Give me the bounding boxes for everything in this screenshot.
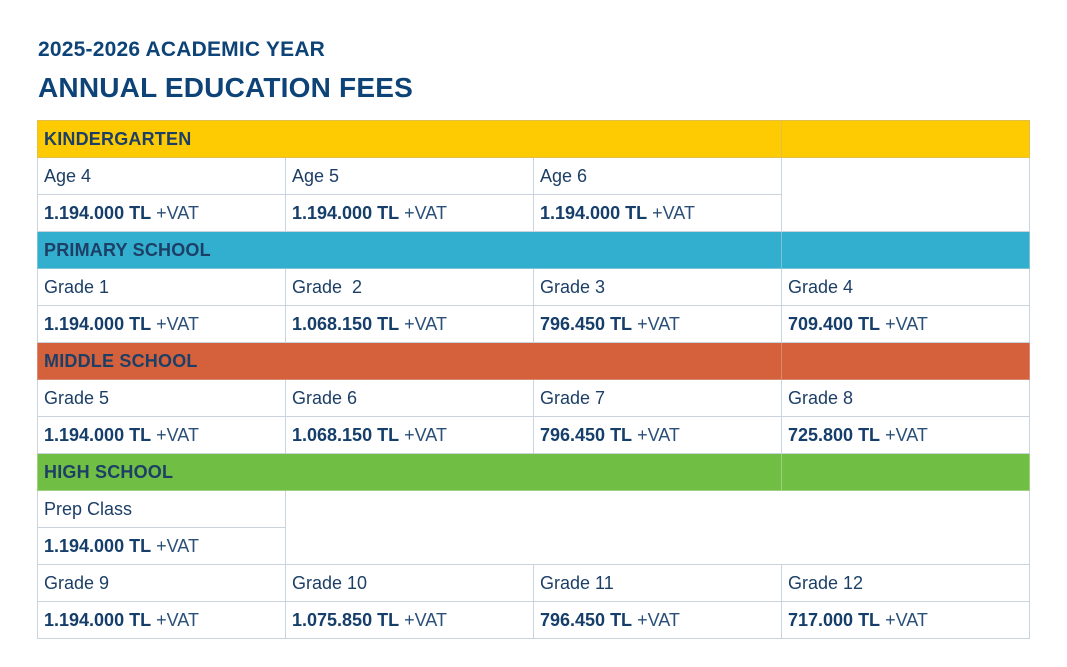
grade8-fee: 725.800 TL +VAT	[781, 416, 1030, 454]
grade9-label: Grade 9	[37, 564, 286, 602]
fee-amount: 796.450 TL	[540, 313, 633, 334]
primary-heading: PRIMARY SCHOOL	[37, 231, 782, 269]
vat-suffix: +VAT	[156, 424, 199, 445]
primary-band: PRIMARY SCHOOL	[37, 231, 1030, 269]
grade5-label: Grade 5	[37, 379, 286, 417]
vat-suffix: +VAT	[637, 424, 680, 445]
academic-year-heading: 2025-2026 ACADEMIC YEAR	[38, 38, 326, 61]
prep-empty-cell	[285, 490, 1030, 565]
high-labels-row: Grade 9 Grade 10 Grade 11 Grade 12	[37, 564, 1030, 602]
vat-suffix: +VAT	[404, 313, 447, 334]
grade12-fee: 717.000 TL +VAT	[781, 601, 1030, 639]
grade11-label: Grade 11	[533, 564, 782, 602]
prep-class-fee: 1.194.000 TL +VAT	[37, 527, 286, 565]
fee-amount: 1.194.000 TL	[44, 609, 152, 630]
prep-class-label: Prep Class	[37, 490, 286, 528]
vat-suffix: +VAT	[156, 535, 199, 556]
fee-amount: 1.075.850 TL	[292, 609, 400, 630]
fee-amount: 1.194.000 TL	[44, 424, 152, 445]
vat-suffix: +VAT	[156, 609, 199, 630]
high-band: HIGH SCHOOL	[37, 453, 1030, 491]
vat-suffix: +VAT	[885, 609, 928, 630]
primary-band-end	[781, 231, 1030, 269]
kg-age6-fee: 1.194.000 TL +VAT	[533, 194, 782, 232]
middle-prices-row: 1.194.000 TL +VAT 1.068.150 TL +VAT 796.…	[37, 416, 1030, 454]
grade4-fee: 709.400 TL +VAT	[781, 305, 1030, 343]
fee-amount: 796.450 TL	[540, 424, 633, 445]
grade1-label: Grade 1	[37, 268, 286, 306]
prep-label-row: Prep Class	[37, 490, 1030, 565]
kindergarten-prices-row: 1.194.000 TL +VAT 1.194.000 TL +VAT 1.19…	[37, 194, 1030, 232]
kindergarten-heading: KINDERGARTEN	[37, 120, 782, 158]
grade6-label: Grade 6	[285, 379, 534, 417]
fee-amount: 1.194.000 TL	[540, 202, 648, 223]
middle-band-end	[781, 342, 1030, 380]
vat-suffix: +VAT	[404, 609, 447, 630]
kg-age4-label: Age 4	[37, 157, 286, 195]
kindergarten-labels-row: Age 4 Age 5 Age 6	[37, 157, 1030, 232]
vat-suffix: +VAT	[404, 202, 447, 223]
middle-heading: MIDDLE SCHOOL	[37, 342, 782, 380]
vat-suffix: +VAT	[156, 313, 199, 334]
fees-table: KINDERGARTEN Age 4 Age 5 Age 6 1.194.000…	[37, 120, 1030, 639]
grade3-label: Grade 3	[533, 268, 782, 306]
grade11-fee: 796.450 TL +VAT	[533, 601, 782, 639]
fee-amount: 796.450 TL	[540, 609, 633, 630]
kindergarten-band: KINDERGARTEN	[37, 120, 1030, 158]
fee-amount: 1.194.000 TL	[44, 202, 152, 223]
middle-band: MIDDLE SCHOOL	[37, 342, 1030, 380]
fee-amount: 1.194.000 TL	[44, 313, 152, 334]
kg-age5-fee: 1.194.000 TL +VAT	[285, 194, 534, 232]
grade12-label: Grade 12	[781, 564, 1030, 602]
grade8-label: Grade 8	[781, 379, 1030, 417]
vat-suffix: +VAT	[885, 313, 928, 334]
fee-amount: 1.194.000 TL	[292, 202, 400, 223]
grade10-label: Grade 10	[285, 564, 534, 602]
grade7-label: Grade 7	[533, 379, 782, 417]
high-heading: HIGH SCHOOL	[37, 453, 782, 491]
primary-labels-row: Grade 1 Grade 2 Grade 3 Grade 4	[37, 268, 1030, 306]
fee-amount: 717.000 TL	[788, 609, 881, 630]
grade2-fee: 1.068.150 TL +VAT	[285, 305, 534, 343]
grade1-fee: 1.194.000 TL +VAT	[37, 305, 286, 343]
primary-prices-row: 1.194.000 TL +VAT 1.068.150 TL +VAT 796.…	[37, 305, 1030, 343]
middle-labels-row: Grade 5 Grade 6 Grade 7 Grade 8	[37, 379, 1030, 417]
grade7-fee: 796.450 TL +VAT	[533, 416, 782, 454]
grade6-fee: 1.068.150 TL +VAT	[285, 416, 534, 454]
grade3-fee: 796.450 TL +VAT	[533, 305, 782, 343]
fee-amount: 725.800 TL	[788, 424, 881, 445]
prep-price-row: 1.194.000 TL +VAT	[37, 527, 1030, 565]
high-prices-row: 1.194.000 TL +VAT 1.075.850 TL +VAT 796.…	[37, 601, 1030, 639]
vat-suffix: +VAT	[652, 202, 695, 223]
kg-age6-label: Age 6	[533, 157, 782, 195]
grade5-fee: 1.194.000 TL +VAT	[37, 416, 286, 454]
grade2-label: Grade 2	[285, 268, 534, 306]
fee-amount: 1.068.150 TL	[292, 313, 400, 334]
fee-amount: 1.068.150 TL	[292, 424, 400, 445]
kg-age5-label: Age 5	[285, 157, 534, 195]
grade4-label: Grade 4	[781, 268, 1030, 306]
page-title: ANNUAL EDUCATION FEES	[38, 72, 413, 103]
vat-suffix: +VAT	[637, 313, 680, 334]
high-band-end	[781, 453, 1030, 491]
vat-suffix: +VAT	[404, 424, 447, 445]
vat-suffix: +VAT	[637, 609, 680, 630]
kg-empty-cell	[781, 157, 1030, 232]
kindergarten-band-end	[781, 120, 1030, 158]
vat-suffix: +VAT	[885, 424, 928, 445]
kg-age4-fee: 1.194.000 TL +VAT	[37, 194, 286, 232]
grade9-fee: 1.194.000 TL +VAT	[37, 601, 286, 639]
vat-suffix: +VAT	[156, 202, 199, 223]
fee-amount: 709.400 TL	[788, 313, 881, 334]
fee-amount: 1.194.000 TL	[44, 535, 152, 556]
grade10-fee: 1.075.850 TL +VAT	[285, 601, 534, 639]
